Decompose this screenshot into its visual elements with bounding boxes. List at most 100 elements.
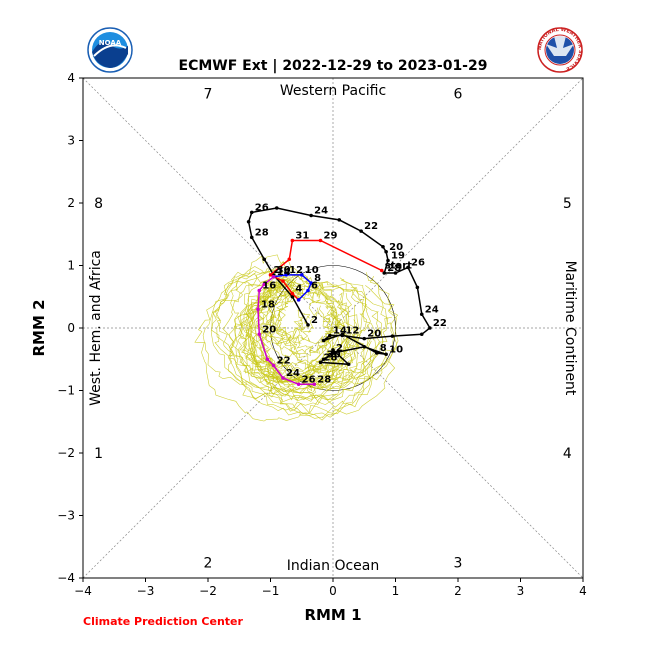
series-observed-point xyxy=(306,323,310,327)
series-observed-point xyxy=(362,336,367,341)
x-tick-label: −3 xyxy=(137,584,155,598)
day-label: 10 xyxy=(305,265,319,276)
series-observed-point xyxy=(384,249,388,254)
series-observed-point xyxy=(419,312,424,317)
x-tick-label: 0 xyxy=(329,584,337,598)
series-observed-point xyxy=(290,294,295,299)
y-tick-label: 2 xyxy=(67,196,75,210)
series-observed-point xyxy=(331,351,335,355)
x-axis-label: RMM 1 xyxy=(304,606,361,624)
series-observed-point xyxy=(390,334,395,338)
series-observed-point xyxy=(384,352,388,357)
series-observed-point xyxy=(386,258,390,263)
grid-diagonal-2 xyxy=(82,77,584,579)
series-observed-point xyxy=(362,344,367,349)
day-label: 4 xyxy=(295,284,302,295)
y-axis-label: RMM 2 xyxy=(30,299,48,356)
x-tick-label: 3 xyxy=(517,584,525,598)
day-label: 22 xyxy=(364,221,378,232)
series-magenta-point xyxy=(257,332,262,337)
ensemble-member xyxy=(239,279,374,401)
series-observed-point xyxy=(419,332,424,337)
series-red-point xyxy=(290,291,295,296)
credit-text: Climate Prediction Center xyxy=(83,615,243,628)
x-tick-label: 4 xyxy=(579,584,587,598)
series-red-point xyxy=(318,238,323,243)
series-observed-point xyxy=(337,218,342,222)
day-label: 16 xyxy=(262,281,276,292)
series-observed-point xyxy=(382,271,387,275)
ensemble-member xyxy=(231,283,334,386)
series-magenta-point xyxy=(312,382,317,387)
day-label: 28 xyxy=(317,374,331,385)
series-magenta-point xyxy=(256,307,260,312)
ensemble-member xyxy=(242,281,341,384)
day-label: start xyxy=(385,261,412,272)
nws-logo: NATIONAL WEATHER SERVICE xyxy=(537,27,583,73)
day-label: 30 xyxy=(327,349,341,360)
ensemble-member xyxy=(264,276,399,388)
series-magenta-point xyxy=(271,363,276,368)
ensemble-member xyxy=(245,283,301,366)
ensemble-member xyxy=(237,280,342,395)
series-magenta-point xyxy=(257,288,262,293)
series-observed-point xyxy=(340,332,345,337)
series-observed-point xyxy=(346,362,351,367)
day-label: 26 xyxy=(411,257,425,268)
day-label: 12 xyxy=(289,265,303,276)
day-label: 24 xyxy=(425,304,439,315)
noaa-logo-text: NOAA xyxy=(99,39,122,47)
day-label: 20 xyxy=(389,242,403,253)
phase-label-4: 4 xyxy=(563,446,572,462)
series-red-point xyxy=(379,268,384,273)
day-label: 12 xyxy=(345,326,359,337)
series-magenta-line xyxy=(257,276,315,386)
ensemble-member xyxy=(256,278,360,380)
day-label: 20 xyxy=(262,324,276,335)
day-label: 28 xyxy=(324,352,338,363)
series-observed-point xyxy=(262,257,267,262)
series-blue-point xyxy=(299,273,304,277)
phase-label-5: 5 xyxy=(563,196,572,212)
phase-label-3: 3 xyxy=(454,555,463,571)
day-label: 19 xyxy=(391,251,405,262)
y-tick-label: 3 xyxy=(67,134,75,148)
x-tick-label: −4 xyxy=(74,584,92,598)
phase-label-7: 7 xyxy=(204,87,213,103)
series-red-point xyxy=(268,273,273,277)
series-observed-point xyxy=(249,210,254,215)
ensemble-member xyxy=(194,271,299,391)
series-blue-point xyxy=(306,288,310,293)
series-observed-point xyxy=(393,271,398,275)
series-blue-point xyxy=(296,298,301,302)
ensemble-member xyxy=(244,276,358,389)
series-observed-point xyxy=(246,219,251,224)
day-label: 29 xyxy=(324,231,338,242)
series-observed-point xyxy=(331,348,335,352)
ensemble-member xyxy=(211,254,352,383)
day-label: 31 xyxy=(295,231,309,242)
ensemble-member xyxy=(292,289,334,345)
region-bottom: Indian Ocean xyxy=(287,558,379,574)
series-observed-point xyxy=(274,206,279,210)
x-axis-ticks: −4 −3 −2 −1 0 1 2 3 4 xyxy=(74,578,587,598)
series-observed-point xyxy=(321,338,326,343)
day-label: 10 xyxy=(389,344,403,355)
ensemble-member xyxy=(215,267,332,383)
series-observed-point xyxy=(309,213,313,218)
series-blue-point xyxy=(309,281,313,285)
y-tick-label: −2 xyxy=(57,446,75,460)
series-magenta-point xyxy=(262,282,267,287)
day-label: 24 xyxy=(314,206,328,217)
series-magenta-point xyxy=(271,274,276,279)
day-label: 14 xyxy=(333,326,347,337)
y-tick-label: 0 xyxy=(67,321,75,335)
ensemble-member xyxy=(245,284,378,402)
series-red-point xyxy=(290,238,295,243)
day-label: 22 xyxy=(433,318,447,329)
region-right: Maritime Continent xyxy=(562,261,578,396)
series-blue-line xyxy=(273,274,312,301)
day-label: 22 xyxy=(277,356,291,367)
